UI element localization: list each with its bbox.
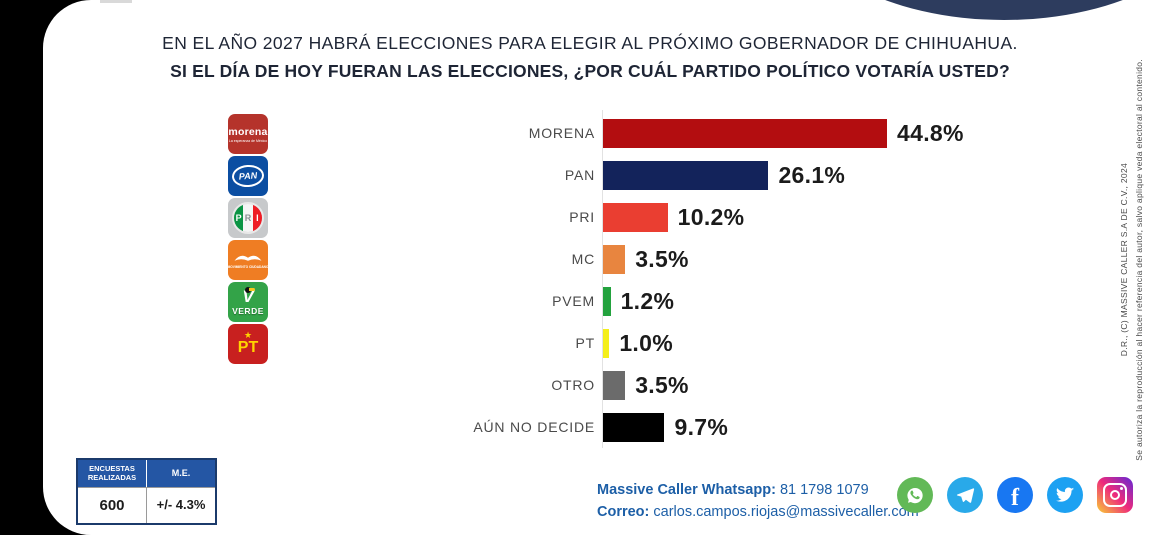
morena-logo-caption: La esperanza de México [228, 138, 268, 143]
instagram-glyph [1103, 483, 1127, 507]
bar-label: MC [571, 251, 595, 267]
chart-row-pri: PRI 10.2% [350, 196, 1090, 238]
bar-label: PVEM [552, 293, 595, 309]
stats-table-row: 600 +/- 4.3% [78, 486, 215, 523]
whatsapp-label: Massive Caller Whatsapp: [597, 482, 776, 498]
bar-value: 1.0% [619, 329, 673, 356]
bar-label: PRI [569, 209, 595, 225]
telegram-glyph [956, 488, 975, 503]
twitter-icon[interactable] [1047, 477, 1083, 513]
bar-value: 26.1% [778, 161, 846, 188]
copyright-line: D.R., (C) MASSIVE CALLER S.A DE C.V., 20… [1119, 163, 1129, 357]
whatsapp-number[interactable]: 81 1798 1079 [779, 482, 869, 498]
mc-logo: MOVIMIENTO CIUDADANO [228, 240, 268, 280]
page-title: EN EL AÑO 2027 HABRÁ ELECCIONES PARA ELE… [80, 33, 1100, 82]
email-line: Correo: carlos.campos.riojas@massivecall… [597, 502, 919, 524]
bar-value: 10.2% [677, 203, 745, 230]
pt-logo: ★ PT [228, 324, 268, 364]
bar-value: 3.5% [635, 245, 689, 272]
whatsapp-glyph [907, 487, 923, 504]
chart-row-pan: PAN 26.1% [350, 154, 1090, 196]
pvem-logo: V VERDE [228, 282, 268, 322]
toucan-icon [245, 287, 255, 294]
bar-pvem [603, 286, 611, 316]
encuestas-value: 600 [78, 487, 147, 523]
bar-value: 44.8% [897, 119, 964, 146]
pan-logo-text: PAN [238, 170, 258, 182]
party-logos-column: morena La esperanza de México PAN P R I … [228, 114, 268, 366]
pt-star-icon: ★ [243, 330, 253, 341]
morena-logo-text: morena [228, 125, 268, 138]
facebook-icon[interactable]: f [997, 477, 1033, 513]
chart-row-pvem: PVEM 1.2% [350, 280, 1090, 322]
bar-value: 9.7% [674, 413, 729, 440]
pan-logo: PAN [228, 156, 268, 196]
bar-pri [603, 202, 668, 232]
bar-label: AÚN NO DECIDE [473, 419, 595, 435]
pri-stripe-white: R [243, 204, 253, 232]
question-line-2: SI EL DÍA DE HOY FUERAN LAS ELECCIONES, … [170, 61, 1010, 81]
chart-row-otro: OTRO 3.5% [350, 364, 1090, 406]
facebook-glyph: f [1011, 485, 1019, 511]
email-label: Correo: [597, 503, 650, 520]
bar-mc [603, 244, 626, 274]
margin-error-value: +/- 4.3% [156, 496, 206, 512]
bar-label: MORENA [528, 125, 595, 141]
contact-block: Massive Caller Whatsapp: 81 1798 1079 Co… [597, 480, 919, 524]
pri-logo-circle: P R I [232, 202, 264, 234]
chart-row-morena: MORENA 44.8% [350, 112, 1090, 154]
pvem-logo-v: V [242, 287, 254, 306]
mc-logo-caption: MOVIMIENTO CIUDADANO [228, 264, 268, 269]
twitter-glyph [1055, 487, 1075, 502]
bar-label: PAN [564, 167, 595, 183]
bar-pan [603, 160, 769, 190]
pri-stripe-red: I [252, 204, 262, 232]
chart-row-pt: PT 1.0% [350, 322, 1090, 364]
bar-chart: MORENA 44.8% PAN 26.1% PRI 10.2% MC 3.5%… [350, 112, 1090, 448]
whatsapp-line: Massive Caller Whatsapp: 81 1798 1079 [597, 480, 919, 502]
question-line-1: EN EL AÑO 2027 HABRÁ ELECCIONES PARA ELE… [162, 33, 1018, 53]
pt-logo-text: PT [237, 339, 259, 357]
pan-logo-oval: PAN [231, 163, 265, 189]
header-me: M.E. [171, 468, 191, 479]
social-icons: f [897, 477, 1133, 513]
pri-stripe-green: P [234, 204, 244, 232]
pvem-logo-caption: VERDE [232, 306, 264, 316]
copyright-side-note: D.R., (C) MASSIVE CALLER S.A DE C.V., 20… [1119, 30, 1144, 490]
whatsapp-icon[interactable] [897, 477, 933, 513]
telegram-icon[interactable] [947, 477, 983, 513]
bar-label: OTRO [551, 377, 595, 393]
chart-row-mc: MC 3.5% [350, 238, 1090, 280]
survey-stats-table: ENCUESTAS REALIZADAS M.E. 600 +/- 4.3% [76, 458, 217, 525]
pri-logo: P R I [228, 198, 268, 238]
email-address[interactable]: carlos.campos.riojas@massivecaller.com [653, 503, 919, 520]
authorization-line: Se autoriza la reproducción al hacer ref… [1134, 59, 1144, 461]
bar-value: 3.5% [635, 371, 689, 398]
bar-morena [603, 118, 888, 148]
stats-table-header: ENCUESTAS REALIZADAS M.E. [78, 460, 215, 487]
bar-aun-no-decide [603, 412, 665, 442]
top-edge-artifact [100, 0, 132, 3]
header-encuestas: ENCUESTAS REALIZADAS [78, 460, 147, 487]
bar-label: PT [575, 335, 595, 351]
instagram-icon[interactable] [1097, 477, 1133, 513]
chart-baseline [602, 110, 603, 448]
chart-row-aun-no-decide: AÚN NO DECIDE 9.7% [350, 406, 1090, 448]
bar-otro [603, 370, 626, 400]
mc-eagle-icon [234, 255, 262, 261]
bar-pt [603, 328, 610, 358]
bar-value: 1.2% [620, 287, 675, 314]
morena-logo: morena La esperanza de México [228, 114, 268, 154]
